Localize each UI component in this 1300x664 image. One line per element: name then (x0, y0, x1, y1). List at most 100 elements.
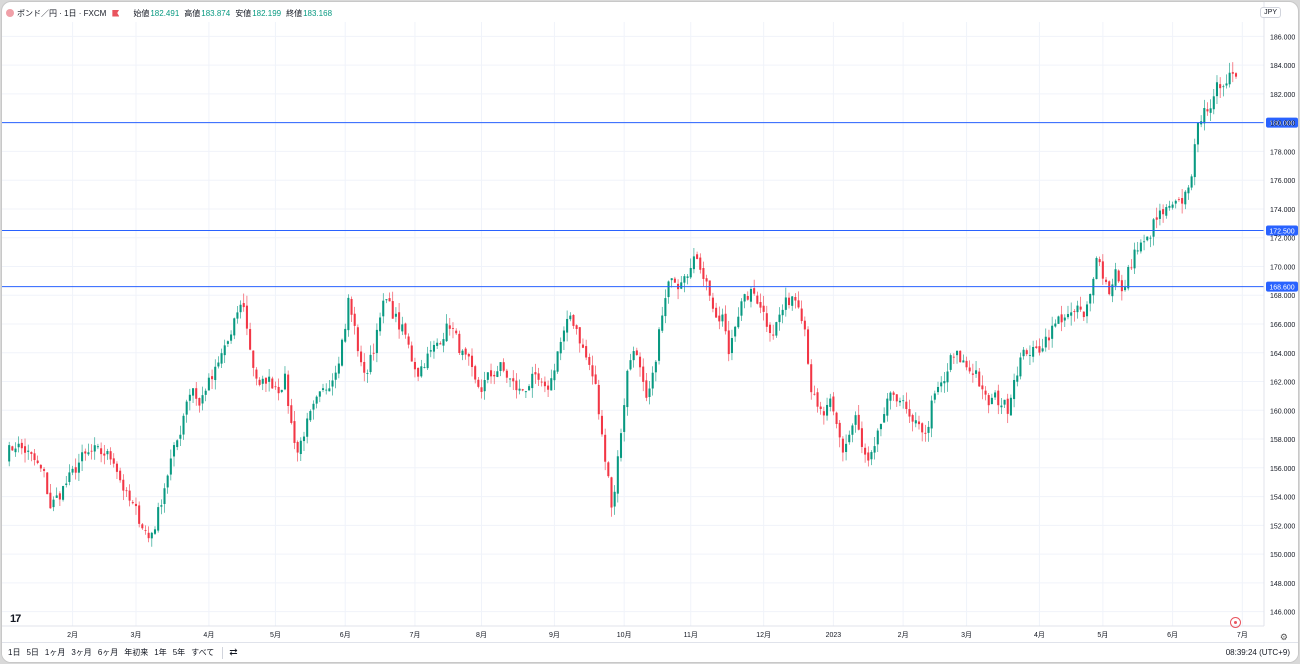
candle-body (505, 370, 508, 378)
y-tick-label: 158.000 (1270, 437, 1295, 444)
candle-body (911, 415, 914, 422)
candle-body (375, 329, 378, 354)
candle-body (873, 446, 876, 453)
range-3m[interactable]: 3ヶ月 (71, 648, 92, 657)
candle-body (740, 301, 743, 316)
range-1d[interactable]: 1日 (8, 648, 21, 657)
candle-body (635, 350, 638, 355)
tradingview-logo[interactable]: 17 (10, 613, 21, 625)
candle-body (1120, 280, 1123, 292)
candle-body (696, 254, 699, 259)
candle-body (680, 282, 683, 289)
candle-body (949, 355, 952, 370)
candle-body (299, 440, 302, 455)
candle-body (138, 505, 141, 524)
gear-icon[interactable]: ⚙ (1279, 632, 1288, 642)
high-label: 高値 (184, 8, 201, 18)
clock[interactable]: 08:39:24 (UTC+9) (1225, 648, 1290, 657)
candle-body (30, 452, 33, 454)
currency-button[interactable]: JPY (1260, 7, 1281, 18)
horizontal-line-price-tag (1266, 117, 1298, 128)
candle-body (781, 309, 784, 316)
candle-body (927, 426, 930, 433)
candle-body (239, 304, 242, 313)
candle-body (813, 393, 816, 395)
x-tick-label: 4月 (1034, 631, 1045, 639)
candle-body (626, 370, 629, 408)
candle-body (211, 376, 214, 380)
range-1y[interactable]: 1年 (154, 648, 167, 657)
candle-body (372, 352, 375, 354)
candle-body (759, 302, 762, 308)
calendar-icon[interactable]: ⇄ (229, 647, 238, 658)
candle-body (864, 447, 867, 455)
range-5d[interactable]: 5日 (26, 648, 39, 657)
y-tick-label: 154.000 (1270, 495, 1295, 502)
candle-body (344, 328, 347, 342)
candle-body (11, 446, 14, 451)
candle-body (940, 382, 943, 387)
candle-body (1127, 266, 1130, 289)
candle-body (334, 372, 337, 380)
candle-body (829, 398, 832, 407)
candle-body (1057, 316, 1060, 324)
candle-body (597, 384, 600, 415)
flag-icon[interactable] (112, 9, 120, 17)
horizontal-lines: 180.000 172.500 168.600 (2, 117, 1298, 292)
candle-body (1234, 73, 1238, 77)
candle-body (727, 330, 730, 355)
candle-body (1016, 375, 1019, 382)
range-ytd[interactable]: 年初来 (124, 648, 149, 657)
candle-body (14, 448, 17, 453)
candle-body (683, 276, 686, 283)
candle-body (413, 361, 416, 370)
y-tick-label: 152.000 (1270, 523, 1295, 530)
candle-body (245, 305, 248, 329)
low-label: 安値 (235, 8, 252, 18)
candle-body (936, 386, 940, 393)
range-6m[interactable]: 6ヶ月 (97, 648, 119, 657)
candle-body (569, 315, 572, 320)
candle-body (464, 348, 467, 355)
candle-body (207, 377, 210, 391)
candle-body (699, 257, 702, 270)
y-tick-label: 150.000 (1270, 552, 1295, 559)
range-5y[interactable]: 5年 (172, 648, 186, 657)
close-value: 183.168 (303, 8, 333, 18)
candle-body (426, 353, 429, 369)
candle-body (689, 267, 692, 278)
candle-body (943, 381, 946, 384)
candle-body (810, 364, 813, 393)
candle-body (1041, 348, 1044, 352)
candle-body (233, 318, 236, 336)
candle-body (1108, 281, 1111, 295)
candle-body (800, 308, 803, 322)
target-icon[interactable] (1230, 617, 1241, 628)
y-tick-label: 186.000 (1270, 34, 1295, 41)
candle-body (96, 446, 99, 448)
candle-body (638, 356, 642, 368)
candle-body (661, 315, 664, 331)
candle-body (892, 392, 895, 395)
x-tick-label: 8月 (476, 631, 487, 639)
candle-body (791, 296, 794, 306)
candle-body (185, 401, 188, 415)
candle-body (803, 320, 806, 330)
x-tick-label: 5月 (270, 631, 281, 639)
candle-body (353, 313, 356, 326)
candle-body (77, 462, 80, 473)
candle-body (1168, 205, 1171, 208)
range-all[interactable]: すべて (191, 648, 215, 657)
candle-body (841, 438, 844, 453)
candle-body (534, 372, 537, 375)
candle-body (226, 341, 229, 344)
candle-body (258, 379, 261, 385)
candle-body (528, 386, 531, 391)
range-1m[interactable]: 1ヶ月 (44, 648, 66, 657)
candle-body (1044, 336, 1047, 348)
low-value: 182.199 (252, 8, 282, 18)
symbol-title[interactable]: ポンド／円 · 1日 · FXCM (17, 8, 107, 18)
candle-body (1174, 200, 1177, 204)
candle-body (103, 453, 106, 456)
